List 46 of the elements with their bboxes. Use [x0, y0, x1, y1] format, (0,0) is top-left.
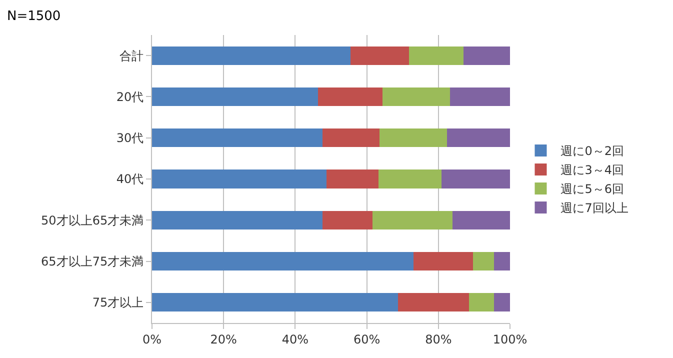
y-tick-label: 65才以上75才未満 — [41, 254, 144, 268]
y-tick-label: 50才以上65才未満 — [41, 213, 144, 228]
bar — [463, 46, 510, 65]
y-tick-label: 20代 — [116, 90, 144, 104]
x-tick-label: 80% — [425, 332, 452, 346]
bar — [468, 293, 494, 312]
bar — [414, 252, 473, 271]
x-tick-label: 100% — [492, 332, 528, 346]
y-tick-label: 30代 — [116, 131, 144, 146]
bar — [382, 87, 450, 106]
bar — [494, 252, 510, 271]
text: N=1500 — [7, 9, 61, 24]
legend-label: 週に7回以上 — [560, 201, 628, 216]
x-tick-label: 0% — [142, 332, 162, 346]
x-tick-label: 60% — [353, 332, 380, 346]
bar — [152, 252, 414, 271]
x-tick-label: 20% — [210, 332, 237, 346]
bar — [152, 128, 322, 148]
bar — [446, 128, 510, 148]
bar — [318, 87, 383, 106]
bar — [326, 170, 378, 188]
bar — [441, 170, 510, 188]
bar — [372, 210, 453, 230]
legend-label: 週に5～6回 — [560, 182, 624, 196]
legend-label: 週に3～4回 — [560, 163, 624, 178]
bar — [152, 170, 326, 188]
bar — [472, 252, 494, 271]
bar — [409, 46, 464, 65]
bar — [450, 87, 510, 106]
bar — [378, 170, 442, 188]
bar — [322, 128, 380, 148]
bar — [152, 87, 318, 106]
bar — [380, 128, 447, 148]
bar — [452, 210, 510, 230]
y-tick-label: 75才以上 — [92, 296, 144, 310]
bar — [152, 293, 398, 312]
x-tick-label: 40% — [282, 332, 309, 346]
bar — [350, 46, 410, 65]
y-tick-label: 合計 — [120, 48, 144, 63]
bar — [152, 46, 350, 65]
bar — [322, 210, 373, 230]
bar — [152, 210, 322, 230]
bar — [398, 293, 469, 312]
y-tick-label: 40代 — [116, 172, 144, 186]
bar — [494, 293, 510, 312]
legend-label: 週に0～2回 — [560, 144, 624, 158]
